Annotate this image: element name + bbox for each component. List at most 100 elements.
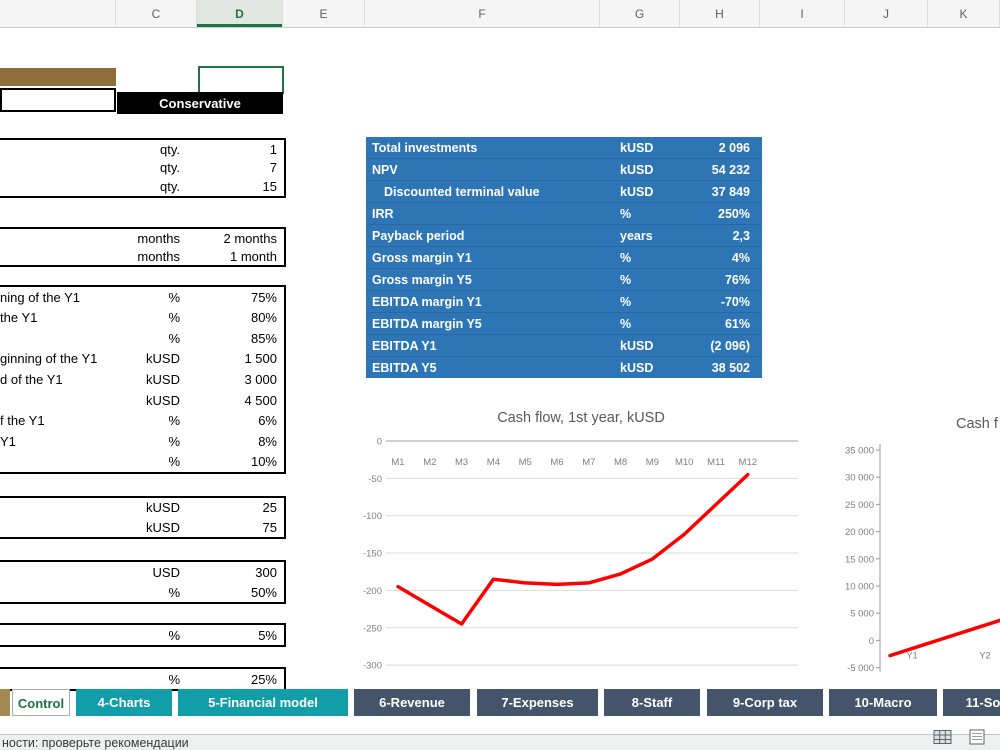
svg-text:25 000: 25 000 [845, 500, 874, 511]
summary-row[interactable]: IRR% 250% [366, 203, 762, 225]
svg-text:M1: M1 [391, 457, 404, 468]
value-cell[interactable]: 6% [258, 413, 277, 429]
summary-row[interactable]: EBITDA margin Y5% 61% [366, 313, 762, 335]
sheet-tab-4-charts[interactable]: 4-Charts [76, 689, 172, 716]
active-cell-selection[interactable] [198, 66, 284, 94]
value-cell[interactable]: 3 000 [244, 371, 277, 387]
summary-unit: kUSD [620, 162, 654, 177]
value-cell[interactable]: 75% [250, 289, 277, 305]
row-label: ginning of the Y1 [0, 351, 98, 367]
value-cell[interactable]: 25% [250, 671, 277, 687]
form-row: kUSD 75 [0, 518, 284, 538]
summary-row[interactable]: Gross margin Y1% 4% [366, 247, 762, 269]
summary-row[interactable]: Total investments kUSD 2 096 [366, 137, 762, 159]
summary-unit: % [620, 250, 632, 265]
column-header-E[interactable]: E [283, 0, 365, 27]
summary-label: Payback period [372, 228, 465, 243]
value-cell[interactable]: 75 [262, 519, 277, 535]
sheet-tab-7-expenses[interactable]: 7-Expenses [477, 689, 598, 716]
summary-unit: % [620, 272, 632, 287]
summary-row[interactable]: EBITDA Y5 kUSD 38 502 [366, 357, 762, 378]
row-label: d of the Y1 [0, 371, 63, 387]
value-cell[interactable]: 15 [262, 179, 277, 195]
summary-unit: % [620, 294, 632, 309]
column-header-F[interactable]: F [365, 0, 600, 27]
sheet-tab-10-macro[interactable]: 10-Macro [829, 689, 937, 716]
column-header-K[interactable]: K [928, 0, 1000, 27]
input-group-4: kUSD 25 kUSD 75 [0, 496, 286, 539]
summary-label: Discounted terminal value [384, 184, 540, 199]
summary-value: 37 849 [711, 184, 750, 199]
sheet-tab-5-financial-model[interactable]: 5-Financial model [178, 689, 348, 716]
column-header-D[interactable]: D [197, 0, 283, 27]
column-header-J[interactable]: J [845, 0, 928, 27]
column-header-partial[interactable] [0, 0, 116, 27]
value-cell[interactable]: 8% [258, 433, 277, 449]
sheet-tab-control[interactable]: Control [12, 689, 70, 716]
chart-cashflow-years[interactable]: Cash f 35 000 30 000 25 000 20 000 15 000 10 … [828, 404, 1000, 688]
column-header-C[interactable]: C [116, 0, 197, 27]
value-cell[interactable]: 1 month [230, 248, 277, 264]
input-group-7: % 25% [0, 667, 286, 691]
svg-text:-300: -300 [363, 661, 382, 672]
value-cell[interactable]: 25 [262, 500, 277, 516]
chart-title-clipped: Cash f [956, 416, 998, 432]
normal-view-icon[interactable] [933, 729, 953, 745]
summary-row[interactable]: Gross margin Y5% 76% [366, 269, 762, 291]
svg-text:M8: M8 [614, 457, 627, 468]
summary-value: 38 502 [711, 360, 750, 375]
value-cell[interactable]: 1 [269, 141, 277, 157]
summary-row[interactable]: NPV kUSD 54 232 [366, 159, 762, 181]
value-cell[interactable]: 2 months [223, 230, 277, 246]
summary-unit: kUSD [620, 338, 654, 353]
column-header-G[interactable]: G [600, 0, 680, 27]
scenario-color-cell[interactable] [0, 68, 116, 86]
chart-plot-area: 0 -50 -100 -150 -200 -250 -300 M1 M2 M3 M4 M5 M6 M7 M8… [363, 437, 798, 672]
form-row: qty. 7 [0, 159, 284, 178]
summary-row[interactable]: EBITDA margin Y1% -70% [366, 291, 762, 313]
summary-value: 2,3 [732, 228, 750, 243]
page-layout-icon[interactable] [967, 729, 987, 745]
column-header-I[interactable]: I [760, 0, 845, 27]
sheet-tab-6-revenue[interactable]: 6-Revenue [354, 689, 470, 716]
form-row: months 2 months [0, 229, 284, 247]
row-unit: % [168, 671, 180, 687]
value-cell[interactable]: 80% [250, 310, 277, 326]
svg-text:30 000: 30 000 [845, 473, 874, 484]
value-cell[interactable]: 85% [250, 330, 277, 346]
scenario-header-cell[interactable]: Conservative [117, 92, 283, 114]
value-cell[interactable]: 50% [250, 584, 277, 600]
input-group-5: USD 300% 50% [0, 560, 286, 604]
sheet-tab-11-so[interactable]: 11-So [943, 689, 1000, 716]
summary-row[interactable]: Discounted terminal value kUSD 37 849 [366, 181, 762, 203]
chart-cashflow-first-year[interactable]: Cash flow, 1st year, kUSD 0 -50 -100 -150 -2… [358, 406, 804, 684]
svg-text:10 000: 10 000 [845, 582, 874, 593]
value-cell[interactable]: 5% [258, 627, 277, 643]
sheet-tab-bar: Control 4-Charts 5-Financial model 6-Revenu… [0, 689, 1000, 717]
sheet-tab-9-corp-tax[interactable]: 9-Corp tax [707, 689, 823, 716]
value-cell[interactable]: 4 500 [244, 392, 277, 408]
svg-text:M3: M3 [455, 457, 468, 468]
summary-label: EBITDA Y5 [372, 360, 437, 375]
svg-text:15 000: 15 000 [845, 554, 874, 565]
svg-text:M5: M5 [519, 457, 532, 468]
input-group-3: ning of the Y1% 75% the Y1% 80%% 85% ginning … [0, 285, 286, 474]
sheet-tab-8-staff[interactable]: 8-Staff [604, 689, 700, 716]
clipped-tab-edge[interactable] [0, 689, 10, 716]
svg-text:-150: -150 [363, 549, 382, 560]
summary-row[interactable]: Payback period years 2,3 [366, 225, 762, 247]
svg-text:5 000: 5 000 [850, 609, 874, 620]
input-group-6: % 5% [0, 623, 286, 647]
value-cell[interactable]: 1 500 [244, 351, 277, 367]
value-cell[interactable]: 300 [255, 564, 277, 580]
svg-text:M4: M4 [487, 457, 500, 468]
svg-text:M10: M10 [675, 457, 693, 468]
column-header-H[interactable]: H [680, 0, 760, 27]
value-cell[interactable]: 10% [250, 454, 277, 470]
summary-row[interactable]: EBITDA Y1 kUSD (2 096) [366, 335, 762, 357]
scenario-input-cell[interactable] [0, 88, 116, 112]
value-cell[interactable]: 7 [269, 160, 277, 176]
row-unit: kUSD [146, 500, 180, 516]
summary-label: IRR [372, 206, 394, 221]
